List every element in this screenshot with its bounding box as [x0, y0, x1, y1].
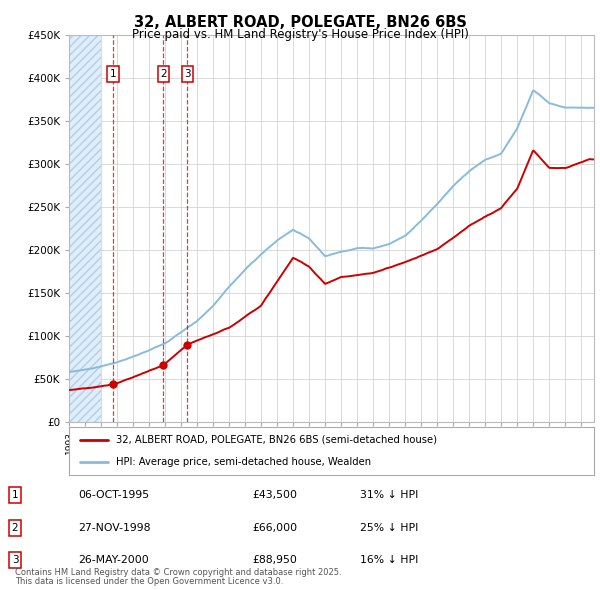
Text: 1: 1	[110, 69, 116, 79]
Text: £43,500: £43,500	[252, 490, 297, 500]
Text: £66,000: £66,000	[252, 523, 297, 533]
Text: 16% ↓ HPI: 16% ↓ HPI	[360, 555, 418, 565]
Text: 1: 1	[11, 490, 19, 500]
Text: 2: 2	[11, 523, 19, 533]
Text: Price paid vs. HM Land Registry's House Price Index (HPI): Price paid vs. HM Land Registry's House …	[131, 28, 469, 41]
Text: 3: 3	[184, 69, 191, 79]
Text: 25% ↓ HPI: 25% ↓ HPI	[360, 523, 418, 533]
Text: 27-NOV-1998: 27-NOV-1998	[78, 523, 151, 533]
Text: 31% ↓ HPI: 31% ↓ HPI	[360, 490, 418, 500]
Text: £88,950: £88,950	[252, 555, 297, 565]
Text: Contains HM Land Registry data © Crown copyright and database right 2025.: Contains HM Land Registry data © Crown c…	[15, 568, 341, 577]
Text: 32, ALBERT ROAD, POLEGATE, BN26 6BS (semi-detached house): 32, ALBERT ROAD, POLEGATE, BN26 6BS (sem…	[116, 435, 437, 445]
Text: 2: 2	[160, 69, 167, 79]
Text: 26-MAY-2000: 26-MAY-2000	[78, 555, 149, 565]
Text: HPI: Average price, semi-detached house, Wealden: HPI: Average price, semi-detached house,…	[116, 457, 371, 467]
Text: 06-OCT-1995: 06-OCT-1995	[78, 490, 149, 500]
Text: 32, ALBERT ROAD, POLEGATE, BN26 6BS: 32, ALBERT ROAD, POLEGATE, BN26 6BS	[134, 15, 466, 30]
Bar	[69, 35, 101, 422]
Text: 3: 3	[11, 555, 19, 565]
Text: This data is licensed under the Open Government Licence v3.0.: This data is licensed under the Open Gov…	[15, 577, 283, 586]
